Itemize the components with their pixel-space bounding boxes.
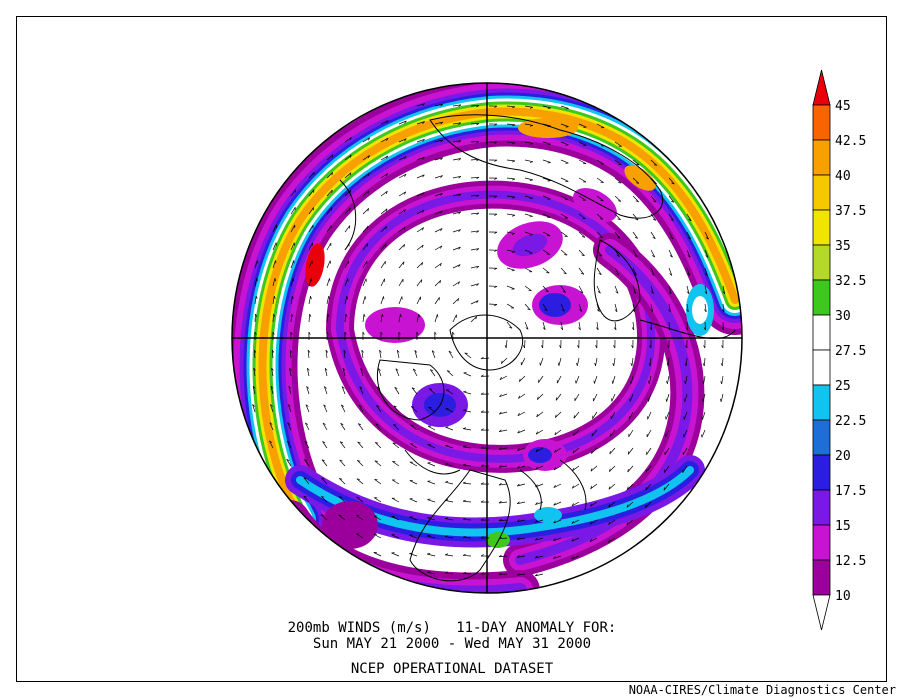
colorbar-swatch <box>812 279 831 316</box>
title-line-1: 200mb WINDS (m/s) 11-DAY ANOMALY FOR: <box>287 620 617 636</box>
colorbar-swatch <box>812 384 831 421</box>
colorbar-swatch <box>812 244 831 281</box>
credit-label: NOAA-CIRES/Climate Diagnostics Center <box>628 683 896 697</box>
colorbar-swatch <box>812 559 831 596</box>
colorbar-swatch <box>812 174 831 211</box>
title-line-2: Sun MAY 21 2000 - Wed MAY 31 2000 <box>312 636 592 652</box>
colorbar-swatch <box>812 314 831 351</box>
colorbar-cap-bottom <box>812 594 831 631</box>
colorbar-swatch <box>812 454 831 491</box>
colorbar-swatch <box>812 209 831 246</box>
colorbar-tick-label: 30 <box>835 309 851 324</box>
colorbar-swatch <box>812 524 831 561</box>
colorbar-swatch <box>812 139 831 176</box>
colorbar-swatch <box>812 349 831 386</box>
colorbar-tick-label: 22.5 <box>835 414 866 429</box>
colorbar-swatch <box>812 489 831 526</box>
colorbar-tick-label: 37.5 <box>835 204 866 219</box>
colorbar-tick-label: 27.5 <box>835 344 866 359</box>
colorbar-tick-label: 15 <box>835 519 851 534</box>
colorbar-tick-label: 42.5 <box>835 134 866 149</box>
colorbar-tick-label: 40 <box>835 169 851 184</box>
colorbar-tick-label: 17.5 <box>835 484 866 499</box>
colorbar-tick-label: 32.5 <box>835 274 866 289</box>
colorbar-tick-label: 12.5 <box>835 554 866 569</box>
wind-vectors <box>252 103 726 577</box>
dataset-label: NCEP OPERATIONAL DATASET <box>350 661 554 677</box>
coastlines <box>339 114 736 582</box>
plot-frame <box>16 16 887 682</box>
colorbar-tick-label: 25 <box>835 379 851 394</box>
colorbar-swatch <box>812 419 831 456</box>
colorbar-swatch <box>812 104 831 141</box>
colorbar-cap-top <box>812 69 831 106</box>
colorbar-tick-label: 35 <box>835 239 851 254</box>
colorbar-tick-label: 45 <box>835 99 851 114</box>
colorbar-tick-label: 20 <box>835 449 851 464</box>
colorbar-tick-label: 10 <box>835 589 851 604</box>
colorbar: 45 42.5 40 37.5 35 32.5 30 27.5 25 22.5 20 17.5 15 12… <box>812 69 866 631</box>
